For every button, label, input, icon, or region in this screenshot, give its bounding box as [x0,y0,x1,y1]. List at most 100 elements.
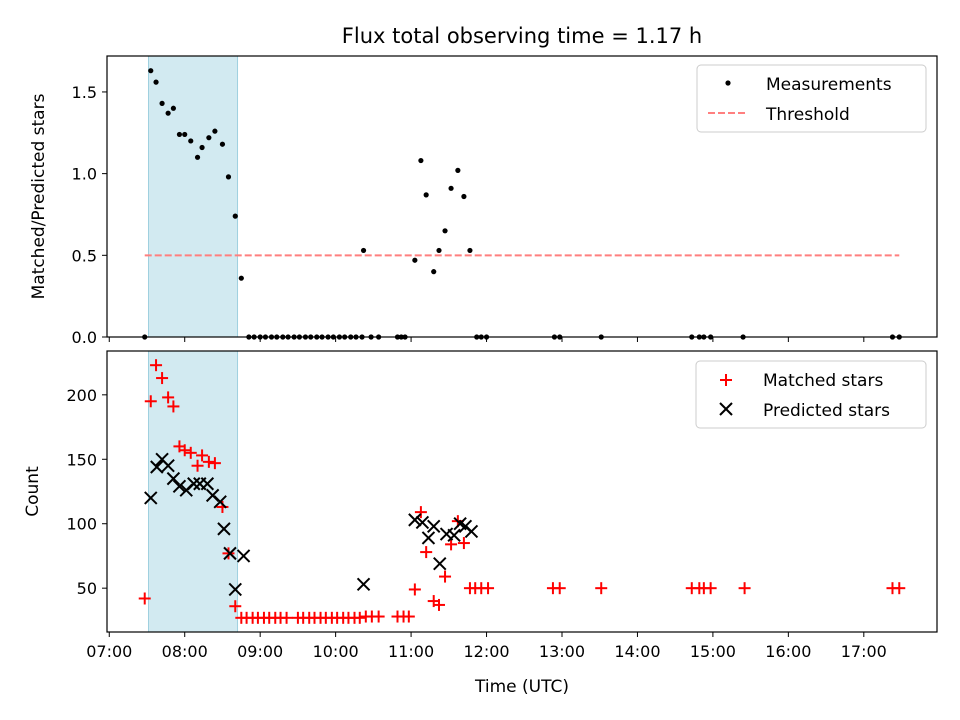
predicted-stars-point [408,513,422,527]
measurement-point [225,174,232,180]
measurement-point [212,128,218,134]
measurement-point [436,247,442,254]
ratio-panel: 0.0 0.5 1.0 1.5 Matched/Predicted stars Mea… [29,55,938,347]
matched-stars-point [372,610,385,623]
x-tick-label: 17:00 [841,642,887,661]
observing-window-span [148,350,239,633]
predicted-stars-point [161,459,175,473]
matched-stars-point [162,391,175,404]
x-tick-label: 16:00 [765,642,811,661]
matched-stars-point [202,455,215,468]
legend-predicted-label: Predicted stars [763,401,890,421]
matched-stars-point [704,582,717,595]
predicted-stars-point [150,460,164,474]
matched-stars-point [222,547,235,560]
x-tick-label: 14:00 [614,642,660,661]
matched-stars-point [457,537,470,550]
legend-threshold-label: Threshold [765,105,850,125]
measurement-point [418,157,424,164]
measurement-point [232,213,238,219]
x-tick-label: 15:00 [690,642,736,661]
matched-stars-point [144,395,157,408]
y-tick-label: 100 [66,515,97,534]
measurement-point [442,228,448,234]
measurement-point [159,100,165,106]
predicted-stars-point [144,491,158,505]
y-tick-label: 0.0 [72,328,97,347]
count-y-axis-label: Count [23,466,43,517]
matched-stars-point [420,546,433,559]
y-tick-label: 1.0 [72,165,97,184]
matched-stars-point [191,459,204,472]
ratio-legend: Measurements Threshold [696,64,927,133]
measurement-point [170,105,176,111]
matched-stars-point [156,372,169,385]
ratio-panel-frame [106,55,938,338]
measurement-point [194,154,201,160]
predicted-stars-point [356,577,371,592]
measurement-point [431,269,437,275]
y-tick-label: 0.5 [72,246,97,265]
matched-stars-point [353,611,366,624]
count-panel-frame [106,350,938,633]
predicted-stars-point [421,531,436,545]
measurement-point [461,193,467,200]
matched-stars-point [402,610,415,623]
matched-stars-point [178,444,191,457]
legend-measurements-marker [725,80,731,86]
legend-predicted-marker [719,402,733,416]
matched-stars-point [280,611,293,624]
y-tick-label: 200 [66,386,97,405]
matched-stars-point [433,598,445,611]
matched-stars-point [482,582,495,595]
x-axis-label: Time (UTC) [474,677,569,697]
x-tick-label: 11:00 [388,642,434,661]
matched-stars-point [229,600,242,613]
predicted-stars-point [223,546,237,561]
predicted-stars-point [187,477,201,491]
matched-stars-point [208,457,221,470]
predicted-stars-point [213,495,227,509]
measurement-point [423,192,429,198]
predicted-stars-point [415,515,430,530]
predicted-stars-point [433,556,447,571]
matched-stars-point [414,506,427,519]
x-tick-label: 12:00 [463,642,509,661]
measurement-point [219,141,226,147]
matched-stars-point [167,400,180,413]
matched-stars-point [445,538,458,551]
predicted-stars-point [236,549,251,563]
measurement-point [412,257,418,263]
matched-stars-point [196,449,209,462]
measurement-point [199,144,205,151]
matched-stars-point [553,582,566,595]
predicted-stars-point [447,528,461,543]
predicted-stars-point [228,582,242,597]
x-tick-label: 13:00 [539,642,585,661]
predicted-stars-point [464,524,479,539]
measurement-point [455,167,461,173]
matched-stars-point [738,582,751,595]
measurement-point [176,131,183,138]
legend-measurements-label: Measurements [766,75,892,95]
measurement-point [153,79,159,85]
predicted-stars-point [217,522,231,536]
matched-stars-point [138,592,151,605]
legend-matched-marker [720,374,732,386]
ratio-y-axis-label: Matched/Predicted stars [29,93,49,299]
measurement-point [360,247,367,254]
measurement-point [238,275,244,281]
y-tick-label: 150 [66,450,97,469]
matched-stars-point [595,582,608,595]
x-tick-label: 09:00 [237,642,283,661]
x-tick-label: 08:00 [162,642,208,661]
matched-stars-point [439,570,452,583]
count-legend: Matched stars Predicted stars [695,360,927,429]
x-tick-label: 07:00 [86,642,132,661]
predicted-stars-point [427,519,441,534]
measurement-point [448,185,454,191]
measurement-point [165,110,171,116]
measurement-point [148,68,154,74]
measurement-point [467,247,473,254]
